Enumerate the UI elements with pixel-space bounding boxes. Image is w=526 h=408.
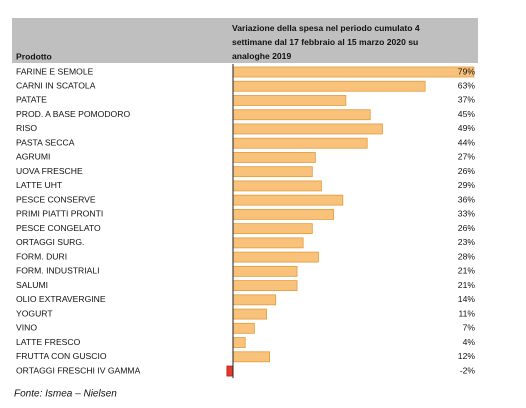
value-label: 7% (463, 323, 476, 333)
category-label: SALUMI (16, 280, 48, 290)
category-label: OLIO EXTRAVERGINE (16, 294, 106, 304)
value-label: 4% (463, 337, 476, 347)
value-label: 14% (458, 294, 476, 304)
value-label: -2% (460, 365, 476, 375)
value-label: 49% (458, 123, 476, 133)
value-label: 44% (458, 137, 476, 147)
bar (232, 137, 368, 149)
bar (232, 80, 426, 92)
bar (232, 280, 298, 292)
bar (232, 208, 335, 220)
bar (232, 152, 316, 163)
value-label: 29% (458, 180, 476, 190)
bar (232, 194, 344, 206)
column-header: Prodotto (16, 51, 52, 61)
bar (232, 109, 371, 121)
value-label: 23% (458, 237, 476, 247)
category-label: VINO (16, 323, 37, 333)
value-label: 63% (458, 81, 476, 91)
category-label: PROD. A BASE POMODORO (16, 109, 130, 119)
bar (232, 265, 298, 277)
bar (232, 123, 383, 135)
bar (232, 223, 313, 235)
bar (232, 322, 255, 334)
bar (232, 166, 313, 178)
category-label: ORTAGGI FRESCHI IV GAMMA (16, 365, 141, 375)
value-label: 27% (458, 152, 476, 162)
value-label: 37% (458, 95, 476, 105)
category-label: PATATE (16, 95, 47, 105)
source: Fonte: Ismea – Nielsen (14, 389, 117, 400)
category-label: FORM. INDUSTRIALI (16, 266, 100, 276)
bar (232, 294, 277, 306)
category-label: PESCE CONGELATO (16, 223, 101, 233)
bar (232, 95, 347, 106)
category-label: FORM. DURI (16, 251, 67, 261)
bar (232, 351, 270, 363)
bar (232, 66, 475, 78)
chart-title: Variazione della spesa nel periodo cumul… (232, 23, 420, 61)
category-label: LATTE UHT (16, 180, 63, 190)
value-label: 12% (458, 351, 476, 361)
category-label: FARINE E SEMOLE (16, 66, 94, 76)
value-label: 45% (458, 109, 476, 119)
category-label: LATTE FRESCO (16, 337, 81, 347)
category-label: CARNI IN SCATOLA (16, 81, 96, 91)
value-label: 21% (458, 266, 476, 276)
value-label: 28% (458, 251, 476, 261)
bar (232, 337, 246, 348)
bar (232, 251, 319, 263)
bar (232, 180, 322, 192)
bar (232, 308, 267, 320)
header-band (12, 18, 478, 63)
value-label: 36% (458, 194, 476, 204)
bar (232, 237, 304, 249)
category-label: AGRUMI (16, 152, 50, 162)
category-label: PESCE CONSERVE (16, 194, 96, 204)
value-label: 79% (458, 66, 476, 76)
category-label: UOVA FRESCHE (16, 166, 83, 176)
value-label: 26% (458, 223, 476, 233)
category-label: RISO (16, 123, 37, 133)
category-label: ORTAGGI SURG. (16, 237, 84, 247)
value-label: 26% (458, 166, 476, 176)
category-label: PRIMI PIATTI PRONTI (16, 209, 103, 219)
value-label: 11% (458, 308, 475, 318)
category-label: YOGURT (16, 308, 53, 318)
bar (226, 365, 234, 377)
value-label: 33% (458, 209, 476, 219)
category-label: PASTA SECCA (16, 137, 75, 147)
value-label: 21% (458, 280, 476, 290)
category-label: FRUTTA CON GUSCIO (16, 351, 107, 361)
